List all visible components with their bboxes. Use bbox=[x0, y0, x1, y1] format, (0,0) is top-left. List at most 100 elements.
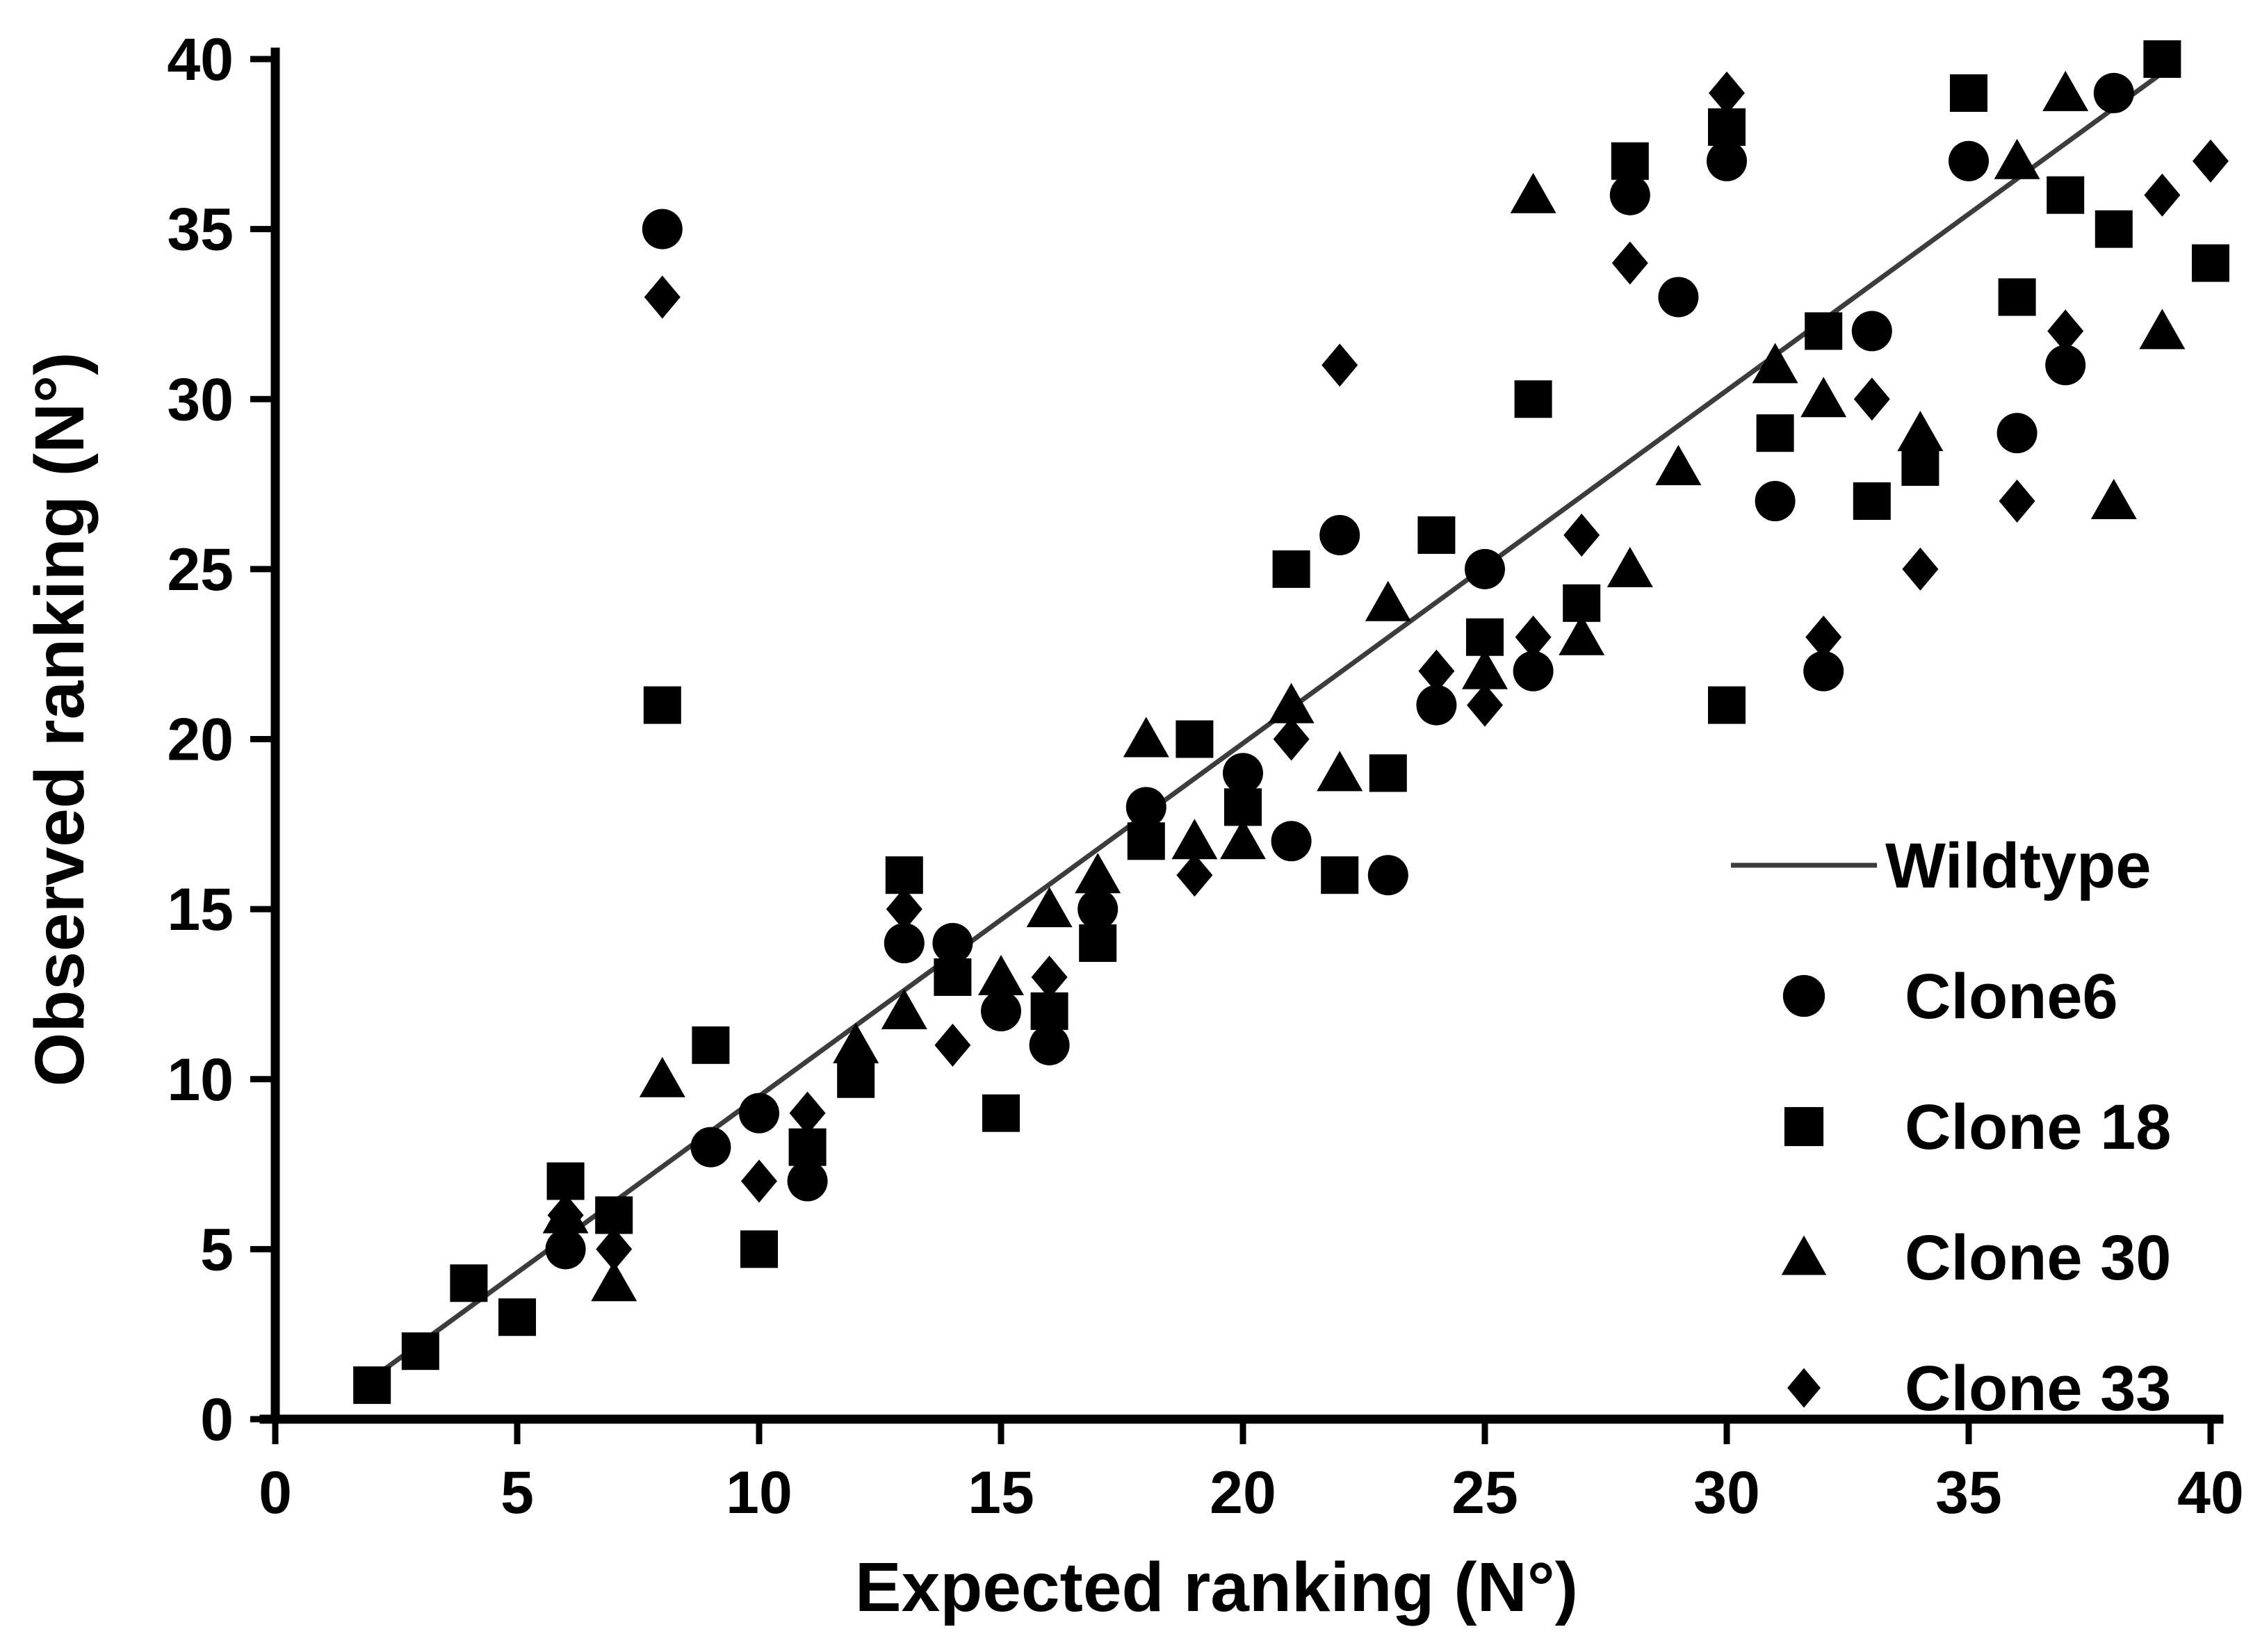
x-tick-label: 40 bbox=[2177, 1459, 2244, 1526]
data-point-square bbox=[982, 1094, 1020, 1132]
legend-label: Clone6 bbox=[1905, 961, 2118, 1032]
data-point-diamond bbox=[1418, 649, 1455, 693]
x-tick-label: 0 bbox=[259, 1459, 292, 1526]
data-point-triangle bbox=[1510, 172, 1556, 213]
series-clone-33 bbox=[547, 71, 2229, 1271]
x-tick-label: 30 bbox=[1693, 1459, 1760, 1526]
y-tick-label: 35 bbox=[167, 197, 234, 263]
y-tick-label: 15 bbox=[167, 876, 234, 943]
data-point-diamond bbox=[596, 1227, 633, 1271]
data-point-square bbox=[498, 1298, 536, 1336]
data-point-square bbox=[401, 1332, 439, 1371]
data-point-triangle bbox=[639, 1056, 685, 1097]
data-point-square bbox=[1417, 516, 1456, 554]
data-point-diamond bbox=[1176, 853, 1213, 897]
data-point-triangle bbox=[1897, 411, 1944, 452]
legend-item-clone6: Clone6 bbox=[1782, 961, 2118, 1032]
series-clone-30 bbox=[542, 70, 2186, 1302]
data-point-diamond bbox=[1611, 241, 1648, 285]
legend-item-clone-30: Clone 30 bbox=[1781, 1222, 2171, 1293]
data-point-square bbox=[1611, 142, 1649, 180]
data-point-triangle bbox=[1607, 546, 1653, 587]
data-point-circle bbox=[1996, 413, 2038, 454]
data-point-triangle bbox=[1075, 853, 1121, 894]
data-point-circle bbox=[1609, 174, 1650, 215]
x-tick-label: 35 bbox=[1935, 1459, 2002, 1526]
data-point-diamond bbox=[1515, 615, 1552, 659]
data-point-diamond bbox=[1321, 343, 1358, 387]
legend-label: Wildtype bbox=[1885, 831, 2152, 901]
data-point-circle bbox=[1125, 787, 1166, 828]
data-point-square bbox=[1176, 720, 1214, 758]
data-point-square bbox=[1127, 822, 1165, 860]
data-point-diamond bbox=[2144, 173, 2181, 217]
data-point-triangle bbox=[1994, 138, 2040, 179]
series-clone6 bbox=[545, 72, 2134, 1270]
x-tick-label: 15 bbox=[968, 1459, 1034, 1526]
data-point-triangle bbox=[1268, 682, 1315, 723]
data-point-diamond bbox=[1805, 615, 1842, 659]
data-point-square bbox=[353, 1366, 391, 1405]
data-point-diamond bbox=[1902, 547, 1939, 591]
data-point-square bbox=[837, 1060, 875, 1098]
data-point-square bbox=[740, 1230, 778, 1268]
data-point-circle bbox=[787, 1161, 828, 1202]
data-point-square bbox=[643, 686, 681, 724]
legend-item-clone-18: Clone 18 bbox=[1784, 1092, 2171, 1163]
data-point-circle bbox=[1367, 855, 1408, 896]
data-point-circle bbox=[1949, 140, 1989, 181]
y-tick-label: 10 bbox=[167, 1047, 234, 1113]
data-point-circle bbox=[932, 923, 973, 964]
y-tick-label: 0 bbox=[200, 1387, 234, 1453]
data-point-square bbox=[1272, 550, 1310, 588]
data-point-triangle bbox=[2042, 70, 2089, 111]
data-point-circle bbox=[1755, 481, 1796, 522]
y-tick-label: 40 bbox=[167, 26, 234, 93]
data-point-square bbox=[1708, 686, 1746, 724]
data-point-circle bbox=[981, 990, 1021, 1031]
data-point-circle bbox=[1223, 753, 1263, 794]
data-point-triangle bbox=[1462, 648, 1508, 689]
data-point-circle bbox=[690, 1127, 731, 1168]
data-point-diamond bbox=[1031, 955, 1068, 999]
data-point-diamond bbox=[547, 1193, 584, 1237]
data-point-square bbox=[1321, 856, 1359, 894]
data-point-square bbox=[1369, 754, 1407, 792]
data-point-square bbox=[1901, 448, 1939, 486]
data-point-circle bbox=[1465, 548, 1505, 589]
data-point-square bbox=[2143, 40, 2181, 78]
y-axis-title: Observed ranking (N°) bbox=[21, 352, 99, 1087]
y-tick-label: 5 bbox=[200, 1216, 234, 1283]
data-point-square bbox=[450, 1264, 488, 1302]
data-point-square bbox=[1514, 380, 1552, 418]
y-tick-label: 25 bbox=[167, 537, 234, 603]
data-point-square bbox=[1998, 278, 2036, 316]
data-point-square bbox=[692, 1026, 730, 1064]
data-point-diamond bbox=[789, 1091, 826, 1135]
data-point-diamond bbox=[2047, 309, 2084, 353]
x-tick-label: 10 bbox=[726, 1459, 792, 1526]
data-point-triangle bbox=[1026, 887, 1073, 928]
data-point-triangle bbox=[1171, 819, 1218, 860]
legend: Wildtype Clone6 Clone 18 Clone 30 Clone 33 bbox=[1731, 831, 2171, 1424]
data-point-diamond bbox=[934, 1023, 971, 1067]
data-point-square bbox=[1079, 924, 1117, 963]
data-point-diamond bbox=[886, 888, 922, 931]
data-point-circle bbox=[1271, 821, 1312, 862]
legend-label: Clone 30 bbox=[1905, 1222, 2171, 1293]
legend-label: Clone 18 bbox=[1905, 1092, 2171, 1163]
data-point-diamond bbox=[1563, 513, 1600, 557]
data-point-diamond bbox=[1999, 480, 2035, 523]
data-point-diamond bbox=[2193, 139, 2229, 183]
data-point-circle bbox=[1803, 651, 1844, 692]
data-point-triangle bbox=[1781, 1235, 1827, 1275]
data-point-circle bbox=[1029, 1024, 1070, 1065]
data-point-square bbox=[1853, 482, 1891, 521]
data-point-circle bbox=[884, 923, 925, 964]
data-point-square bbox=[2095, 210, 2133, 248]
legend-label: Clone 33 bbox=[1905, 1353, 2171, 1424]
data-point-diamond bbox=[1467, 683, 1503, 727]
data-point-circle bbox=[545, 1229, 586, 1270]
legend-item-wildtype: Wildtype bbox=[1731, 831, 2152, 901]
